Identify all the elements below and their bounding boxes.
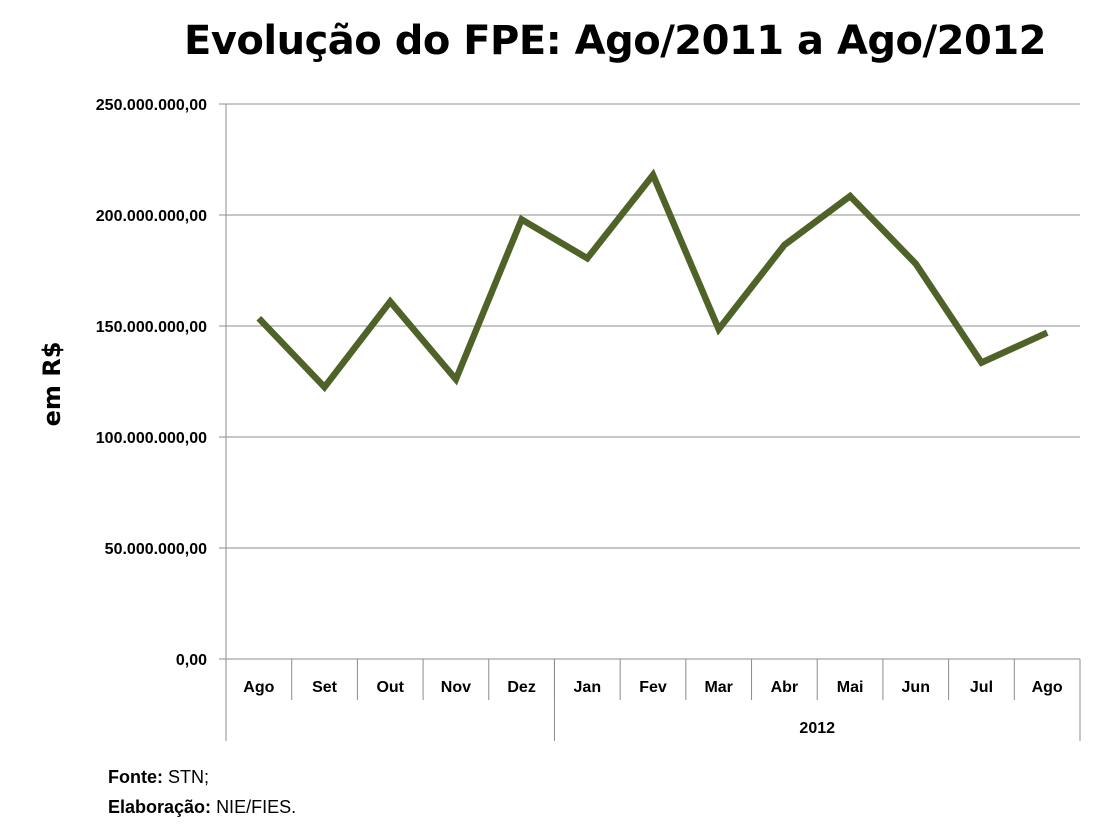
y-tick-label: 50.000.000,00	[105, 541, 207, 558]
x-tick-label: Mai	[837, 679, 864, 696]
y-tick-label: 200.000.000,00	[96, 208, 207, 225]
source-line: Fonte: STN;	[108, 762, 296, 792]
y-tick-labels: 0,00 50.000.000,00 100.000.000,00 150.000.0…	[96, 97, 207, 669]
x-tick-label: Out	[376, 679, 404, 696]
y-tick-label: 250.000.000,00	[96, 97, 207, 114]
source-note: Fonte: STN; Elaboração: NIE/FIES.	[108, 762, 296, 822]
elaboration-line: Elaboração: NIE/FIES.	[108, 792, 296, 822]
x-tick-label: Jan	[574, 679, 602, 696]
x-tick-label: Ago	[243, 679, 274, 696]
series	[256, 168, 1049, 393]
x-tick-label: Dez	[507, 679, 535, 696]
x-tick-label: Jul	[970, 679, 993, 696]
x-tick-label: Abr	[771, 679, 799, 696]
x-tick-label: Fev	[639, 679, 667, 696]
x-tick-label: Jun	[902, 679, 930, 696]
y-tick-label: 150.000.000,00	[96, 319, 207, 336]
x-tick-label: Mar	[704, 679, 732, 696]
year-group-label: 2012	[799, 720, 835, 737]
source-label: Fonte:	[108, 767, 163, 787]
x-tick-label: Nov	[441, 679, 471, 696]
source-value: STN;	[168, 767, 210, 787]
chart-title: Evolução do FPE: Ago/2011 a Ago/2012	[184, 18, 1046, 64]
x-tick-label: Ago	[1032, 679, 1063, 696]
y-tick-label: 100.000.000,00	[96, 430, 207, 447]
x-tick-labels: 2012 Ago Set Out Nov Dez Jan Fev Mar Abr Mai Jun Jul…	[243, 679, 1063, 737]
y-tick-label: 0,00	[176, 652, 207, 669]
y-axis-label: em R$	[38, 342, 66, 427]
elaboration-value: NIE/FIES.	[216, 797, 297, 817]
elaboration-label: Elaboração:	[108, 797, 212, 817]
axes	[219, 103, 1081, 741]
series-line	[256, 168, 1049, 393]
x-tick-label: Set	[312, 679, 338, 696]
